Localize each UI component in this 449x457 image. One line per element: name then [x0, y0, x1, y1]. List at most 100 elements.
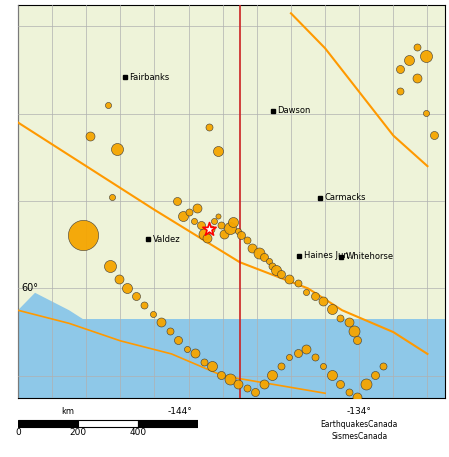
Point — [337, 380, 344, 387]
Point — [115, 275, 122, 282]
Point — [337, 314, 344, 322]
Point — [175, 336, 182, 344]
Point — [345, 389, 352, 396]
Text: -134°: -134° — [347, 407, 372, 415]
Point — [158, 319, 165, 326]
Point — [197, 222, 204, 229]
Point — [248, 244, 255, 252]
Point — [108, 193, 115, 200]
Point — [362, 380, 370, 387]
Point — [180, 213, 187, 220]
Point — [238, 232, 245, 239]
Point — [206, 226, 213, 233]
Point — [277, 271, 284, 278]
Point — [260, 380, 267, 387]
Point — [294, 280, 301, 287]
Text: SismesCanada: SismesCanada — [331, 432, 387, 441]
Point — [243, 236, 250, 243]
Text: Fairbanks: Fairbanks — [129, 73, 170, 81]
Point — [354, 336, 361, 344]
Text: km: km — [61, 407, 74, 415]
Text: 60°: 60° — [22, 283, 38, 293]
Text: EarthquakesCanada: EarthquakesCanada — [321, 420, 398, 429]
Point — [311, 292, 318, 300]
Point — [166, 328, 173, 335]
Point — [190, 217, 197, 224]
Point — [185, 208, 192, 216]
Point — [303, 345, 310, 352]
Point — [149, 310, 156, 318]
Polygon shape — [18, 293, 445, 398]
Point — [200, 230, 207, 238]
Point — [265, 258, 273, 265]
Point — [396, 87, 404, 95]
Point — [106, 262, 114, 269]
Point — [345, 319, 352, 326]
Text: Haines Jun.: Haines Jun. — [304, 251, 351, 260]
Point — [354, 393, 361, 400]
Point — [86, 132, 93, 139]
Point — [132, 292, 139, 300]
Bar — [138, 420, 198, 427]
Point — [303, 288, 310, 296]
Text: 0: 0 — [15, 429, 21, 437]
Point — [351, 328, 358, 335]
Text: Valdez: Valdez — [153, 234, 180, 244]
Point — [269, 262, 276, 269]
Point — [269, 371, 276, 378]
Point — [431, 131, 438, 138]
Point — [214, 213, 221, 220]
Text: 400: 400 — [129, 429, 146, 437]
Point — [234, 227, 242, 234]
Point — [320, 297, 327, 304]
Point — [251, 389, 259, 396]
Point — [141, 301, 148, 308]
Point — [173, 197, 180, 205]
Point — [214, 147, 221, 154]
Point — [209, 362, 216, 370]
Text: 200: 200 — [69, 429, 86, 437]
Point — [371, 371, 378, 378]
Text: -144°: -144° — [167, 407, 192, 415]
Point — [328, 306, 335, 313]
Point — [234, 380, 242, 387]
Point — [414, 44, 421, 51]
Point — [328, 371, 335, 378]
Point — [79, 232, 86, 239]
Point — [379, 362, 387, 370]
Point — [243, 384, 250, 392]
Point — [217, 371, 224, 378]
Point — [226, 224, 233, 232]
Point — [194, 204, 201, 211]
Point — [396, 65, 404, 73]
Point — [221, 230, 228, 238]
Point — [255, 249, 262, 256]
Point — [183, 345, 190, 352]
Point — [113, 145, 120, 152]
Bar — [18, 5, 445, 319]
Point — [229, 218, 237, 226]
Point — [260, 253, 267, 260]
Point — [294, 350, 301, 357]
Point — [414, 74, 421, 82]
Text: Carmacks: Carmacks — [324, 193, 366, 202]
Point — [311, 354, 318, 361]
Point — [422, 53, 429, 60]
Point — [217, 222, 224, 229]
Bar — [18, 420, 78, 427]
Point — [200, 358, 207, 366]
Text: Dawson: Dawson — [277, 106, 311, 115]
Point — [272, 266, 279, 274]
Point — [105, 101, 112, 109]
Point — [211, 217, 218, 224]
Point — [405, 57, 412, 64]
Point — [192, 350, 199, 357]
Bar — [78, 420, 138, 427]
Point — [422, 109, 429, 117]
Point — [206, 123, 213, 131]
Point — [320, 362, 327, 370]
Point — [286, 354, 293, 361]
Point — [226, 376, 233, 383]
Point — [123, 284, 131, 291]
Text: Whitehorse: Whitehorse — [345, 252, 393, 261]
